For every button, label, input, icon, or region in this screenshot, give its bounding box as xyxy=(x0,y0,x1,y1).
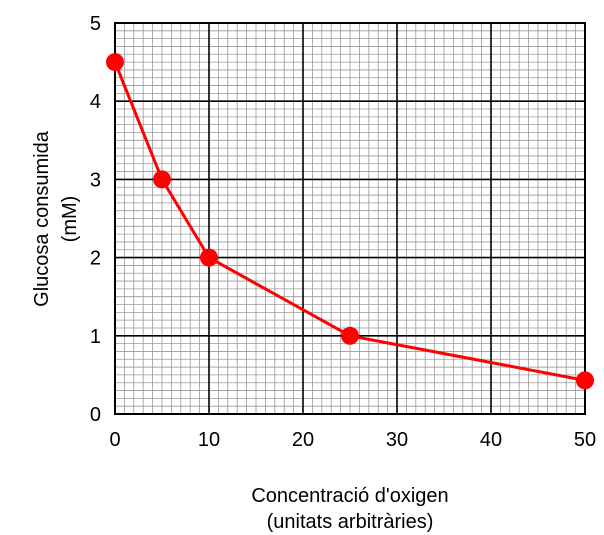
y-tick-labels: 0 1 2 3 4 5 xyxy=(90,13,101,426)
y-tick-label: 5 xyxy=(90,13,101,35)
x-axis-label-line1: Concentració d'oxigen xyxy=(251,485,448,507)
data-point xyxy=(576,371,594,390)
x-tick-label: 10 xyxy=(198,429,220,451)
y-tick-label: 4 xyxy=(90,91,101,113)
y-axis-label-line2: (mM) xyxy=(59,196,81,243)
plot-frame xyxy=(114,22,586,415)
data-point xyxy=(200,248,218,267)
x-tick-label: 40 xyxy=(480,429,502,451)
x-tick-label: 30 xyxy=(386,429,408,451)
y-tick-label: 1 xyxy=(90,326,101,348)
y-tick-label: 2 xyxy=(90,248,101,270)
series-layer xyxy=(106,53,594,390)
grid-major xyxy=(115,23,585,414)
x-tick-label: 0 xyxy=(109,429,120,451)
data-point xyxy=(153,170,171,189)
data-point xyxy=(341,326,359,345)
x-tick-label: 20 xyxy=(292,429,314,451)
data-point xyxy=(106,53,124,72)
x-tick-labels: 0 10 20 30 40 50 xyxy=(109,429,596,451)
y-axis-label-line1: Glucosa consumida xyxy=(31,130,53,307)
x-tick-label: 50 xyxy=(574,429,596,451)
y-tick-label: 3 xyxy=(90,169,101,191)
y-tick-label: 0 xyxy=(90,404,101,426)
x-axis-label-line2: (unitats arbitràries) xyxy=(267,511,434,533)
